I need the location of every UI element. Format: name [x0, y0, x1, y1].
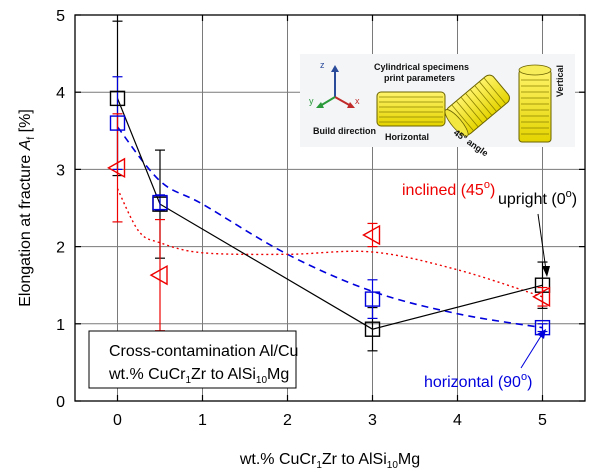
x-tick-label: 3: [368, 412, 377, 429]
y-tick-label: 4: [56, 85, 65, 102]
y-tick-label: 0: [56, 394, 65, 411]
textbox-line2: wt.% CuCr1Zr to AlSi10Mg: [108, 366, 289, 386]
marker-inclined: [532, 286, 551, 307]
y-tick-label: 1: [56, 317, 65, 334]
axis-y-label: y: [309, 96, 314, 106]
marker-upright: [109, 90, 126, 107]
y-tick-label: 2: [56, 240, 65, 257]
inset-horizontal-label: Horizontal: [385, 132, 429, 142]
build-direction-axes-icon: z x y: [309, 60, 360, 108]
x-tick-label: 5: [538, 412, 547, 429]
horizontal-arrow-line: [520, 335, 542, 369]
marker-upright: [364, 321, 381, 337]
y-tick-label: 5: [56, 8, 65, 25]
plot-frame: [74, 14, 586, 402]
error-bars: [112, 20, 548, 352]
x-tick-label: 0: [113, 412, 122, 429]
data-markers: [107, 90, 551, 337]
annotation-upright: upright (0o): [498, 188, 577, 277]
marker-horizontal: [364, 291, 381, 307]
fit-curve-horizontal: [116, 126, 543, 329]
inset-title-line2: print parameters: [384, 73, 455, 83]
upright-arrow-head: [542, 266, 550, 277]
axis-ticks: 0 1 2 3 4 5 0 1 2 3 4 5: [56, 8, 585, 429]
label-inclined: inclined (45o): [402, 179, 495, 199]
marker-inclined: [107, 157, 126, 179]
specimen-inset-image: z x y Build direction Cylindrical specim…: [300, 54, 575, 158]
axis-x-label: x: [355, 96, 360, 106]
textbox-line1: Cross-contamination Al/Cu: [109, 343, 298, 360]
y-axis-title: Elongation at fracture Af [%]: [17, 109, 37, 307]
x-tick-label: 4: [453, 412, 462, 429]
inset-vertical-label: Vertical: [555, 65, 565, 97]
connecting-lines: [116, 98, 543, 330]
series-line-upright: [116, 98, 543, 330]
x-axis-title: wt.% CuCr1Zr to AlSi10Mg: [239, 451, 420, 471]
fit-curve-inclined: [116, 188, 543, 298]
annotation-horizontal: horizontal (90o): [424, 329, 546, 391]
marker-inclined: [362, 224, 381, 246]
cross-contamination-textbox: Cross-contamination Al/Cu wt.% CuCr1Zr t…: [88, 330, 298, 389]
horizontal-specimen: [376, 91, 446, 127]
marker-horizontal: [109, 115, 126, 131]
axis-z-label: z: [320, 60, 325, 70]
inset-title-line1: Cylindrical specimens: [374, 62, 469, 72]
marker-inclined: [149, 264, 168, 286]
x-tick-label: 1: [198, 412, 207, 429]
annotation-inclined: inclined (45o): [402, 179, 495, 199]
x-tick-label: 2: [283, 412, 292, 429]
horizontal-arrow-head: [537, 329, 546, 339]
label-horizontal: horizontal (90o): [424, 371, 532, 391]
inset-build-direction: Build direction: [313, 126, 376, 136]
y-tick-label: 3: [56, 162, 65, 179]
upright-arrow-line: [537, 213, 547, 271]
inclined-specimen: [444, 74, 510, 137]
marker-horizontal: [152, 194, 168, 211]
fit-curves: [116, 126, 543, 329]
label-upright: upright (0o): [498, 188, 577, 208]
vertical-specimen: [518, 64, 552, 143]
